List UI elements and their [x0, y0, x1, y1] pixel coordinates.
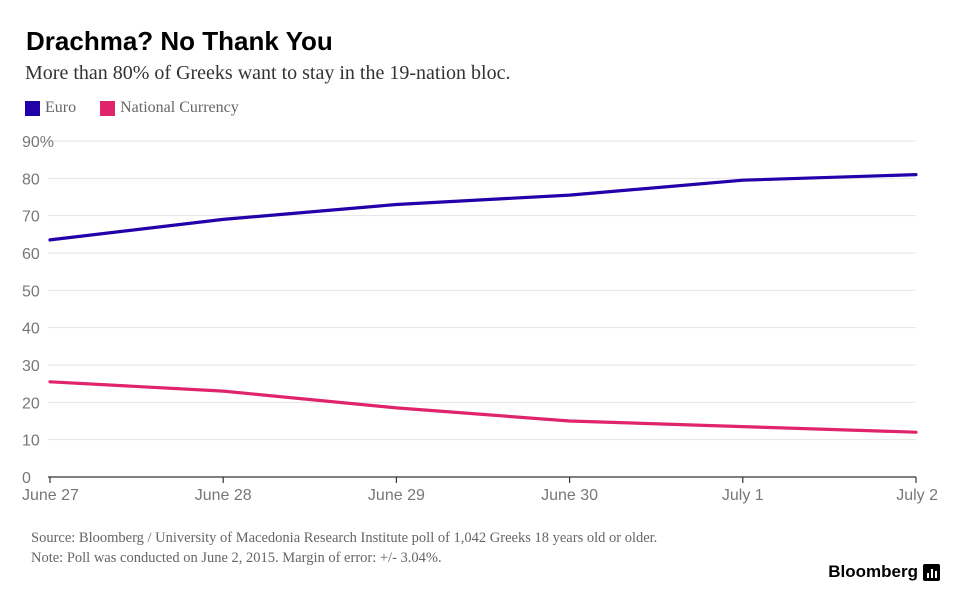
y-tick-label: 40	[22, 321, 40, 338]
legend-item-national-currency: National Currency	[100, 99, 239, 117]
bloomberg-chart-icon	[923, 563, 940, 581]
legend-label-national-currency: National Currency	[120, 99, 239, 116]
x-tick-label: July 2	[896, 487, 938, 504]
legend-label-euro: Euro	[45, 99, 77, 116]
x-tick-label: June 30	[541, 487, 598, 504]
footer: Source: Bloomberg / University of Macedo…	[31, 528, 657, 568]
y-tick-label: 90%	[22, 134, 54, 151]
legend-item-euro: Euro	[25, 99, 76, 117]
x-tick-label: June 28	[195, 487, 252, 504]
poll-note: Note: Poll was conducted on June 2, 2015…	[31, 550, 442, 566]
x-tick-label: June 27	[22, 487, 79, 504]
series-line-euro	[48, 173, 918, 242]
y-tick-label: 10	[22, 433, 40, 450]
legend-swatch-euro	[25, 100, 40, 116]
brand-name: Bloomberg	[828, 562, 918, 581]
x-tick-label: June 29	[368, 487, 425, 504]
legend: Euro National Currency	[25, 99, 263, 117]
chart-title: Drachma? No Thank You	[26, 26, 333, 56]
source-note: Source: Bloomberg / University of Macedo…	[31, 530, 658, 546]
brand-logo: Bloomberg	[828, 562, 940, 582]
y-tick-label: 80	[22, 171, 40, 188]
x-tick-label: July 1	[722, 487, 764, 504]
y-tick-label: 60	[22, 246, 40, 263]
y-tick-label: 0	[22, 470, 31, 487]
series-line-national-currency	[48, 380, 918, 434]
y-tick-label: 50	[22, 283, 40, 300]
y-tick-label: 70	[22, 209, 40, 226]
legend-swatch-national-currency	[100, 100, 116, 116]
y-tick-label: 30	[22, 358, 40, 375]
y-tick-label: 20	[22, 395, 40, 412]
chart-subtitle: More than 80% of Greeks want to stay in …	[25, 62, 511, 84]
